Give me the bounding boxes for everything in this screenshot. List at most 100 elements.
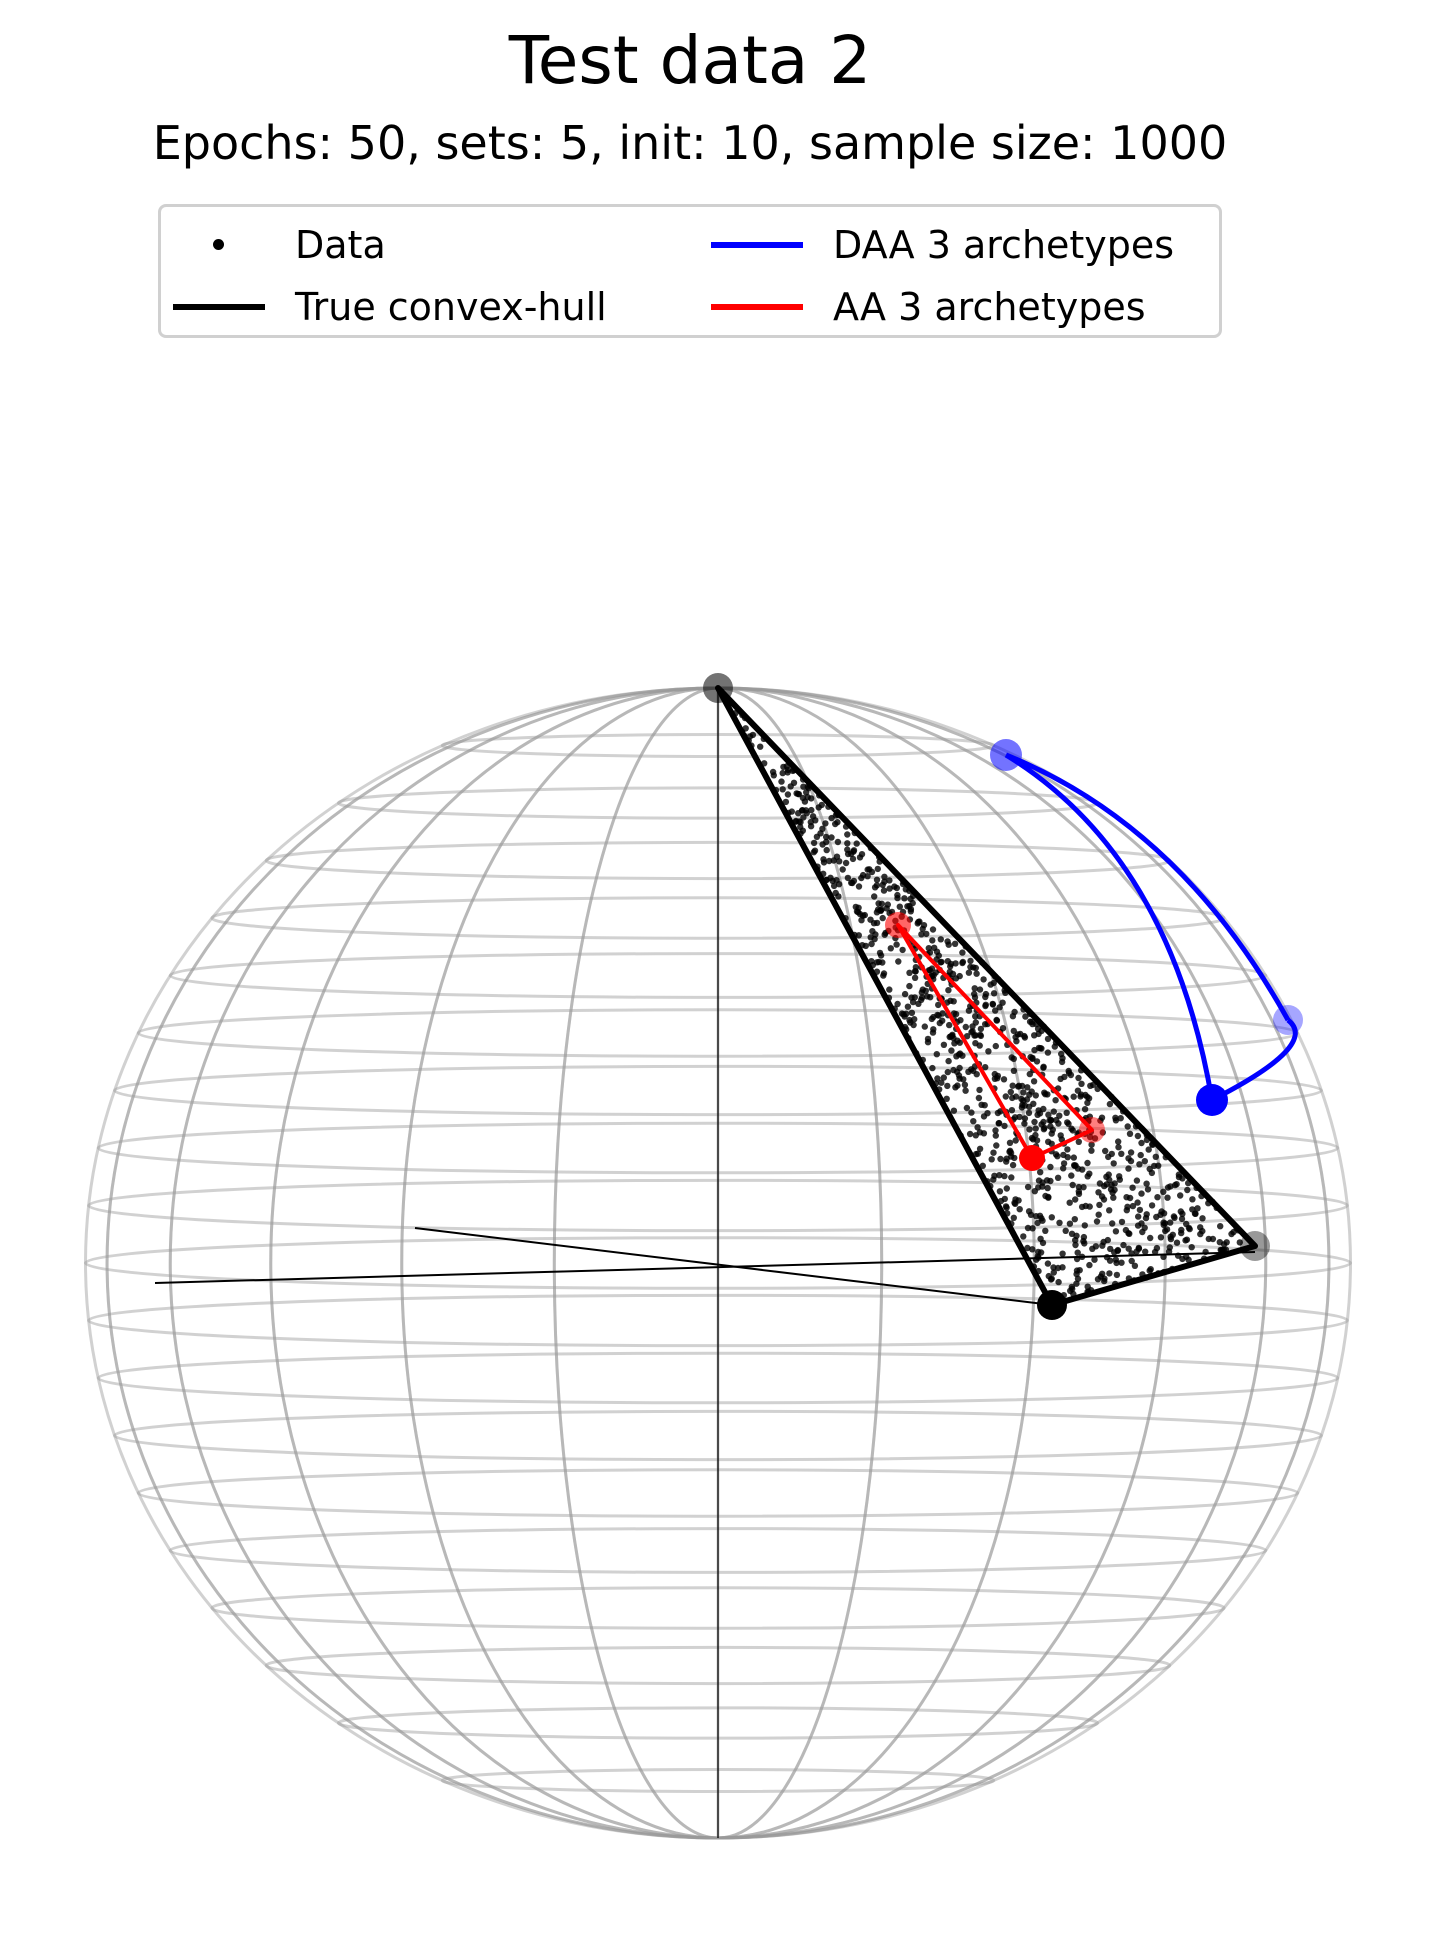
- data-point: [1010, 1214, 1017, 1222]
- data-point: [1179, 1210, 1186, 1218]
- data-point: [1131, 1262, 1139, 1270]
- data-point: [1202, 1248, 1209, 1256]
- data-point: [1100, 1238, 1107, 1246]
- data-point: [992, 1042, 999, 1050]
- data-point: [965, 969, 973, 976]
- data-point: [1061, 1073, 1068, 1081]
- data-point: [1031, 1118, 1038, 1126]
- data-point: [933, 948, 941, 955]
- data-point: [1136, 1206, 1144, 1214]
- data-point: [1126, 1194, 1134, 1202]
- data-point: [992, 1127, 999, 1134]
- data-point: [928, 1015, 935, 1023]
- data-point: [981, 1102, 988, 1109]
- data-point: [1068, 1230, 1076, 1238]
- data-point: [797, 819, 804, 826]
- data-point: [887, 945, 894, 952]
- data-point: [1008, 1174, 1015, 1181]
- data-point: [880, 887, 888, 894]
- data-point: [1000, 1076, 1008, 1083]
- data-point: [937, 936, 944, 943]
- data-point: [823, 838, 830, 846]
- data-point: [928, 965, 936, 972]
- data-point: [886, 885, 893, 892]
- data-point: [965, 1068, 972, 1076]
- data-point: [1078, 1253, 1086, 1261]
- data-point: [1048, 1275, 1055, 1282]
- data-point: [794, 790, 802, 798]
- data-point: [822, 833, 830, 841]
- data-point: [950, 1010, 958, 1017]
- data-point: [1024, 1244, 1031, 1252]
- data-point: [967, 957, 974, 965]
- data-point: [959, 958, 967, 966]
- data-point: [956, 1064, 963, 1072]
- data-point: [1223, 1239, 1230, 1246]
- data-point: [971, 994, 979, 1001]
- data-point: [945, 941, 952, 948]
- data-point: [920, 922, 928, 929]
- data-point: [965, 1007, 973, 1014]
- data-point: [1063, 1109, 1070, 1117]
- data-point: [1236, 1239, 1244, 1246]
- data-point: [828, 834, 835, 841]
- data-point: [1044, 1049, 1052, 1056]
- data-point: [880, 972, 887, 979]
- data-point: [1020, 1089, 1027, 1096]
- data-point: [1047, 1123, 1054, 1130]
- data-point: [948, 1032, 956, 1040]
- data-point: [1144, 1186, 1152, 1193]
- data-point: [1079, 1166, 1086, 1173]
- data-point: [1003, 1158, 1010, 1165]
- data-point: [944, 1068, 951, 1076]
- data-point: [954, 1082, 961, 1089]
- data-point: [876, 949, 884, 957]
- data-point: [1178, 1215, 1186, 1223]
- data-point: [932, 969, 939, 976]
- data-point: [866, 866, 873, 873]
- data-point: [976, 1145, 984, 1153]
- data-point: [884, 901, 891, 908]
- data-point: [1073, 1270, 1080, 1278]
- data-point: [844, 874, 852, 882]
- data-point: [1060, 1165, 1067, 1172]
- data-point: [994, 1075, 1001, 1082]
- data-point: [1117, 1115, 1124, 1122]
- data-point: [855, 932, 862, 939]
- data-point: [977, 1025, 985, 1033]
- data-point: [842, 859, 850, 867]
- data-point: [1112, 1256, 1120, 1263]
- data-point: [1082, 1202, 1089, 1210]
- data-point: [1012, 1200, 1019, 1208]
- data-point: [1029, 1246, 1036, 1253]
- legend-marker-true-hull: [173, 304, 265, 310]
- data-point: [996, 1172, 1003, 1179]
- legend-item-data: Data: [173, 215, 386, 275]
- data-point: [1216, 1239, 1224, 1246]
- true-convex-hull: [703, 673, 1270, 1320]
- data-point: [1106, 1207, 1113, 1214]
- data-point: [1112, 1114, 1119, 1122]
- data-point: [919, 986, 926, 993]
- data-point: [1012, 1093, 1020, 1100]
- data-point: [1073, 1255, 1081, 1263]
- data-point: [1021, 1115, 1029, 1122]
- data-point: [946, 1021, 953, 1029]
- data-point: [1088, 1141, 1095, 1148]
- data-point: [1020, 1097, 1027, 1104]
- data-point: [1188, 1244, 1195, 1251]
- data-point: [1073, 1280, 1080, 1287]
- data-point: [822, 820, 829, 827]
- data-point: [1086, 1261, 1093, 1269]
- data-point: [1081, 1106, 1089, 1113]
- data-point: [952, 960, 959, 967]
- data-point: [1034, 1111, 1041, 1119]
- data-point: [844, 831, 851, 838]
- data-point: [896, 903, 903, 910]
- data-point: [923, 930, 930, 938]
- data-point: [1199, 1227, 1206, 1235]
- data-point: [1086, 1170, 1093, 1177]
- hull-vertex: [703, 673, 733, 703]
- data-point: [850, 847, 858, 854]
- data-point: [871, 935, 878, 943]
